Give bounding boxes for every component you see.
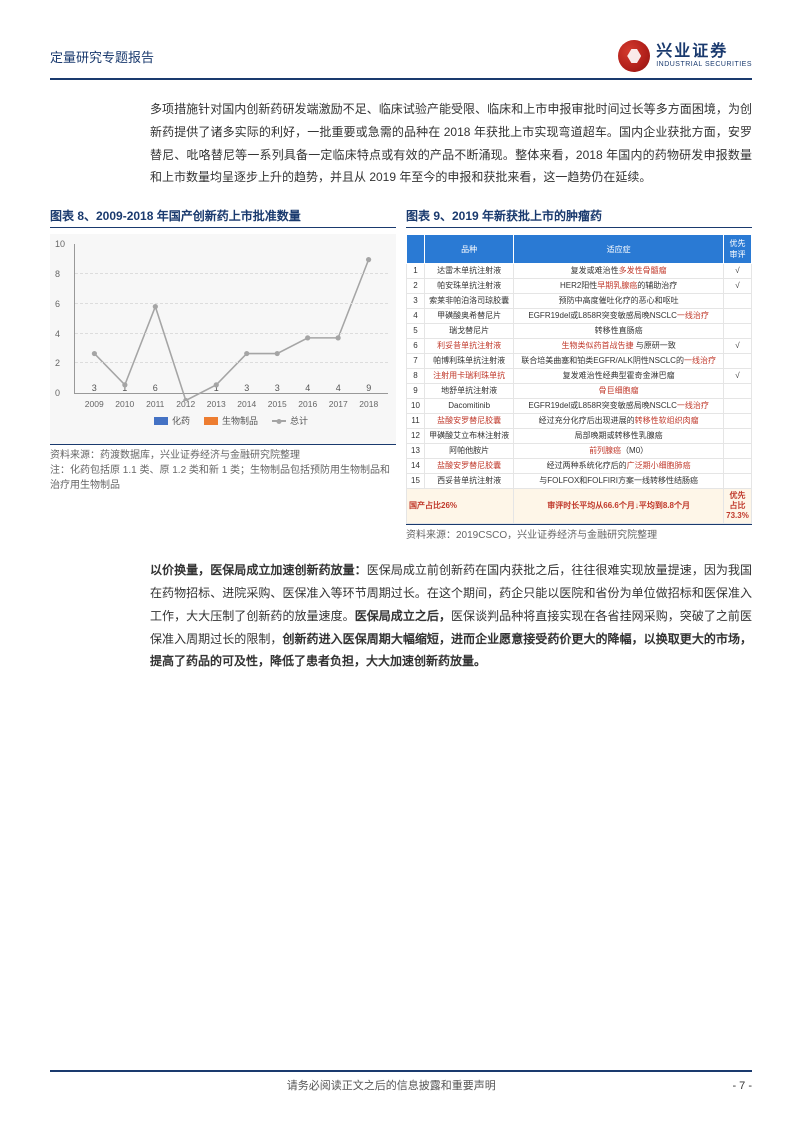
figure-8-title: 图表 8、2009-2018 年国产创新药上市批准数量 <box>50 207 396 228</box>
table-row: 13阿帕他胺片前列腺癌（M0） <box>407 444 752 459</box>
table-row: 11盐酸安罗替尼胶囊经过充分化疗后出现进展的转移性软组织肉瘤 <box>407 414 752 429</box>
footer-disclaimer: 请务必阅读正文之后的信息披露和重要声明 <box>287 1077 496 1093</box>
figure-9-source: 资料来源：2019CSCO，兴业证券经济与金融研究院整理 <box>406 524 752 543</box>
figure-8: 图表 8、2009-2018 年国产创新药上市批准数量 200932010120… <box>50 207 396 543</box>
table-row: 14盐酸安罗替尼胶囊经过两种系统化疗后的广泛期小细胞肺癌 <box>407 459 752 474</box>
body-paragraph-1: 多项措施针对国内创新药研发端激励不足、临床试验产能受限、临床和上市申报审批时间过… <box>150 98 752 189</box>
figure-8-chart: 2009320101201162012201312014320153201642… <box>50 234 396 444</box>
logo-mark-icon <box>618 40 650 72</box>
figure-9-title: 图表 9、2019 年新获批上市的肿瘤药 <box>406 207 752 228</box>
logo-text-en: INDUSTRIAL SECURITIES <box>656 61 752 69</box>
table-row: 10DacomitinibEGFR19del或L858R突变敏感局晚NSCLC一… <box>407 399 752 414</box>
company-logo: 兴业证券 INDUSTRIAL SECURITIES <box>618 40 752 72</box>
table-row: 2帕安珠单抗注射液HER2阳性早期乳腺癌的辅助治疗√ <box>407 279 752 294</box>
figures-row: 图表 8、2009-2018 年国产创新药上市批准数量 200932010120… <box>50 207 752 543</box>
legend-total: 总计 <box>290 414 308 427</box>
report-category: 定量研究专题报告 <box>50 47 154 66</box>
page-number: - 7 - <box>732 1080 752 1092</box>
table-row: 7帕博利珠单抗注射液联合培美曲塞和铂类EGFR/ALK阴性NSCLC的一线治疗 <box>407 354 752 369</box>
table-row: 4甲磺酸奥希替尼片EGFR19del或L858R突变敏感局晚NSCLC一线治疗 <box>407 309 752 324</box>
logo-text-cn: 兴业证券 <box>656 43 752 61</box>
table-row: 3索莱非帕泊洛司琼胶囊预防中高度催吐化疗的恶心和呕吐 <box>407 294 752 309</box>
table-row: 1达雷木单抗注射液复发或难治性多发性骨髓瘤√ <box>407 264 752 279</box>
table-row: 15西妥昔单抗注射液与FOLFOX和FOLFIRI方案一线转移性结肠癌 <box>407 474 752 489</box>
drug-table: 品种适应症优先审评 1达雷木单抗注射液复发或难治性多发性骨髓瘤√2帕安珠单抗注射… <box>406 234 752 524</box>
table-row: 12甲磺酸艾立布林注射液局部晚期或转移性乳腺癌 <box>407 429 752 444</box>
table-row: 6利妥昔单抗注射液生物类似药首战告捷 与原研一致√ <box>407 339 752 354</box>
legend-bio: 生物制品 <box>222 414 258 427</box>
figure-8-source: 资料来源：药渡数据库，兴业证券经济与金融研究院整理 注：化药包括原 1.1 类、… <box>50 444 396 493</box>
figure-9: 图表 9、2019 年新获批上市的肿瘤药 品种适应症优先审评 1达雷木单抗注射液… <box>406 207 752 543</box>
table-row: 5瑞戈替尼片转移性直肠癌 <box>407 324 752 339</box>
chart-legend: 化药 生物制品 总计 <box>74 414 388 427</box>
page-header: 定量研究专题报告 兴业证券 INDUSTRIAL SECURITIES <box>50 40 752 80</box>
table-row: 8注射用卡瑞利珠单抗复发难治性经典型霍奇金淋巴瘤√ <box>407 369 752 384</box>
body-paragraph-2: 以价换量，医保局成立加速创新药放量：医保局成立前创新药在国内获批之后，往往很难实… <box>150 559 752 673</box>
page-footer: 请务必阅读正文之后的信息披露和重要声明 - 7 - <box>50 1070 752 1093</box>
legend-chem: 化药 <box>172 414 190 427</box>
table-row: 9地舒单抗注射液骨巨细胞瘤 <box>407 384 752 399</box>
